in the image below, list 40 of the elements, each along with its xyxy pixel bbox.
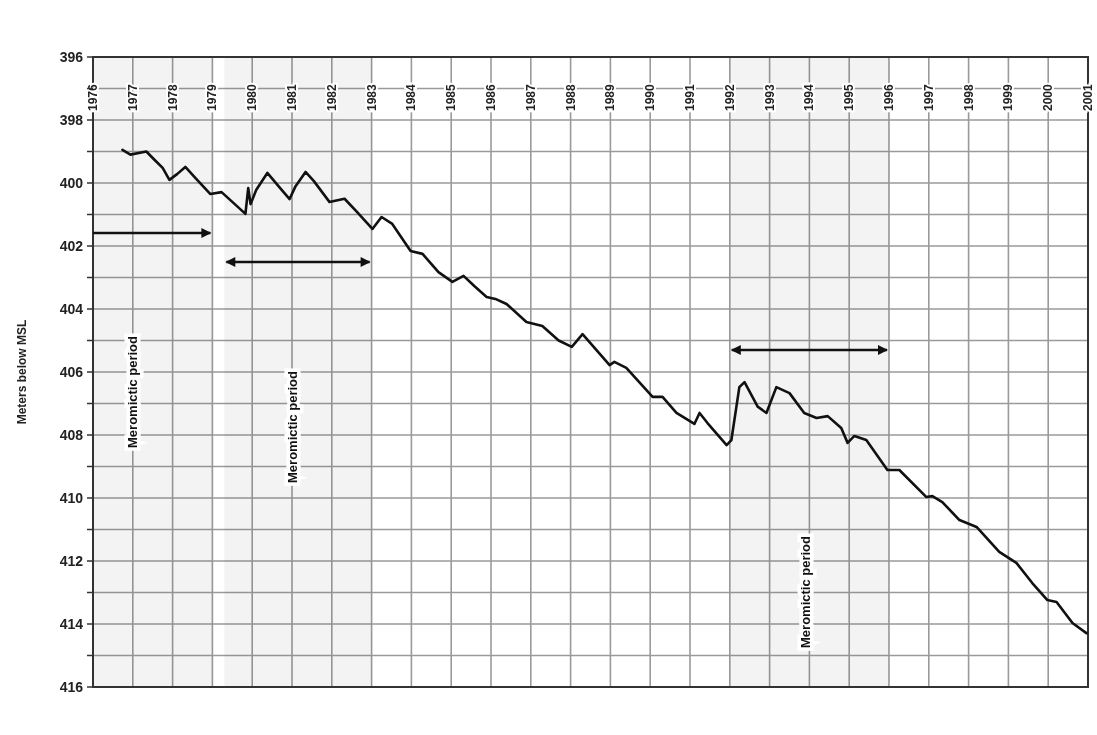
y-tick-label: 404 bbox=[59, 301, 84, 317]
y-tick-label: 406 bbox=[59, 364, 84, 380]
y-tick-label: 408 bbox=[59, 427, 84, 443]
x-tick-label: 1982 bbox=[324, 83, 339, 111]
band-label: Meromictic period bbox=[284, 370, 300, 483]
x-tick-label: 1993 bbox=[762, 83, 777, 111]
y-tick-label: 416 bbox=[59, 679, 84, 695]
x-tick-label: 2000 bbox=[1041, 83, 1056, 111]
x-tick-label: 1996 bbox=[882, 83, 896, 111]
y-tick-label: 400 bbox=[59, 175, 84, 191]
x-tick-label: 1986 bbox=[484, 83, 498, 111]
y-tick-label: 402 bbox=[59, 238, 84, 254]
x-tick-label: 1984 bbox=[404, 83, 419, 111]
x-tick-label: 2001 bbox=[1081, 83, 1095, 111]
x-tick-label: 1977 bbox=[125, 83, 140, 111]
x-tick-label: 1980 bbox=[245, 83, 260, 111]
x-tick-label: 1995 bbox=[842, 83, 857, 111]
x-tick-label: 1990 bbox=[643, 83, 658, 111]
x-tick-label: 1994 bbox=[802, 83, 817, 111]
y-axis-title: Meters below MSL bbox=[15, 319, 29, 425]
x-tick-label: 1989 bbox=[603, 83, 618, 111]
y-tick-label: 412 bbox=[59, 553, 84, 569]
band-label: Meromictic period bbox=[797, 535, 813, 648]
y-tick-label: 414 bbox=[59, 616, 84, 632]
y-tick-label: 398 bbox=[59, 112, 84, 128]
x-tick-label: 1981 bbox=[285, 83, 299, 111]
x-tick-label: 1979 bbox=[205, 83, 220, 111]
x-tick-label: 1997 bbox=[921, 83, 936, 111]
x-tick-label: 1991 bbox=[683, 83, 697, 111]
x-tick-label: 1987 bbox=[523, 83, 538, 111]
x-tick-label: 1999 bbox=[1001, 83, 1016, 111]
y-tick-label: 396 bbox=[59, 49, 84, 65]
x-tick-label: 1988 bbox=[563, 83, 578, 111]
band-label: Meromictic period bbox=[125, 335, 141, 448]
x-tick-label: 1978 bbox=[165, 83, 180, 111]
x-tick-label: 1998 bbox=[961, 83, 976, 111]
y-tick-label: 410 bbox=[59, 490, 84, 506]
x-tick-label: 1992 bbox=[722, 83, 737, 111]
x-tick-label: 1983 bbox=[364, 83, 379, 111]
x-tick-label: 1985 bbox=[444, 83, 459, 111]
